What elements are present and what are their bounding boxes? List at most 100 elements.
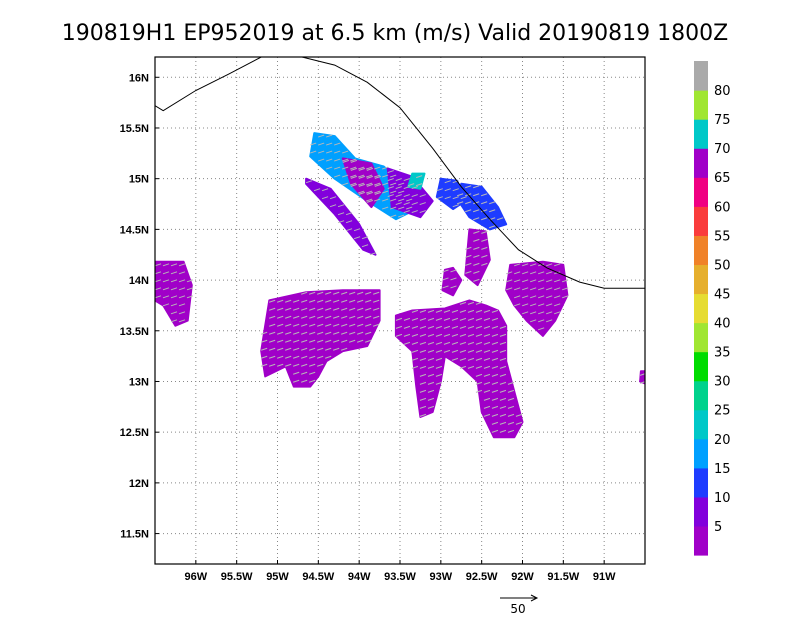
wind-vector-mark	[538, 319, 545, 323]
wind-vector-mark	[321, 188, 329, 192]
wind-vector-mark	[374, 166, 381, 170]
wind-vector-mark	[507, 389, 515, 393]
colorbar-label: 55	[714, 229, 731, 244]
wind-vector-mark	[170, 263, 178, 267]
wind-vector-mark	[483, 317, 491, 321]
wind-vector-mark	[285, 347, 292, 351]
wind-vector-mark	[361, 236, 369, 240]
wind-vector-mark	[269, 347, 276, 351]
wind-vector-mark	[491, 389, 499, 393]
wind-vector-mark	[499, 381, 507, 385]
wind-vector-mark	[436, 188, 443, 192]
lat-tick-label: 16N	[129, 72, 149, 84]
wind-vector-mark	[178, 295, 186, 299]
colorbar-label: 75	[714, 113, 731, 128]
wind-vector-mark	[419, 405, 427, 409]
wind-vector-mark	[358, 166, 365, 170]
wind-vector-mark	[155, 287, 162, 291]
wind-vector-mark	[507, 405, 515, 409]
wind-vector-mark	[507, 421, 515, 425]
wind-vector-mark	[341, 307, 348, 311]
wind-vector-mark	[491, 373, 499, 377]
wind-vector-mark	[178, 271, 186, 275]
wind-vector-mark	[293, 339, 300, 343]
wind-vector-mark	[293, 355, 300, 359]
wind-vector-mark	[506, 279, 513, 283]
wind-vector-mark	[514, 279, 521, 283]
wind-vector-mark	[499, 389, 507, 393]
wind-vector-mark	[325, 339, 332, 343]
wind-vector-mark	[639, 373, 645, 376]
wind-vector-mark	[483, 349, 491, 353]
wind-vector-mark	[337, 204, 345, 208]
wind-vector-mark	[483, 389, 491, 393]
wind-vector-mark	[334, 150, 341, 154]
wind-vector-mark	[491, 429, 499, 433]
wind-vector-mark	[427, 373, 435, 377]
wind-vector-mark	[403, 178, 410, 182]
wind-vector-mark	[337, 212, 345, 216]
wind-vector-mark	[483, 325, 491, 329]
lon-tick-label: 93W	[430, 571, 453, 583]
wind-vector-mark	[416, 175, 423, 179]
wind-vector-mark	[155, 263, 162, 267]
wind-vector-mark	[522, 303, 529, 307]
wind-vector-mark	[491, 317, 499, 321]
wind-vector-mark	[459, 325, 467, 329]
wind-vector-mark	[170, 319, 178, 323]
wind-vector-mark	[416, 183, 423, 187]
wind-vector-mark	[562, 287, 569, 291]
wind-vector-mark	[411, 341, 419, 345]
wind-vector-mark	[170, 279, 178, 283]
wind-vector-mark	[481, 193, 488, 197]
wind-vector-mark	[374, 182, 381, 186]
wind-vector-mark	[554, 295, 561, 299]
wind-vector-mark	[349, 291, 356, 295]
wind-vector-mark	[489, 209, 496, 213]
colorbar-swatch	[694, 148, 708, 178]
map-gridlines	[155, 57, 645, 564]
wind-vector-mark	[639, 381, 645, 384]
wind-vector-mark	[373, 315, 380, 319]
wind-vector-mark	[427, 405, 435, 409]
lon-tick-label: 91W	[593, 571, 616, 583]
wind-vector-mark	[277, 355, 284, 359]
wind-vector-mark	[403, 194, 410, 198]
wind-vector-mark	[499, 365, 507, 369]
wind-vector-mark	[514, 295, 521, 299]
wind-vector-mark	[515, 413, 523, 417]
wind-vector-mark	[398, 182, 405, 186]
wind-vector-mark	[499, 373, 507, 377]
wind-vector-mark	[366, 182, 373, 186]
wind-vector-mark	[162, 271, 170, 275]
wind-vector-mark	[329, 196, 337, 200]
wind-vector-mark	[530, 263, 537, 267]
wind-vector-mark	[435, 325, 443, 329]
wind-vector-mark	[334, 142, 341, 146]
wind-vector-mark	[411, 202, 418, 206]
wind-vector-mark	[301, 299, 308, 303]
wind-vector-mark	[309, 299, 316, 303]
wind-vector-mark	[435, 317, 443, 321]
wind-vector-mark	[444, 196, 451, 200]
wind-vector-mark	[427, 365, 435, 369]
wind-vector-mark	[398, 190, 405, 194]
wind-vector-mark	[269, 331, 276, 335]
wind-vector-mark	[382, 182, 389, 186]
wind-vector-mark	[301, 307, 308, 311]
wind-vector-mark	[442, 285, 449, 289]
wind-vectors	[155, 134, 645, 433]
wind-vector-mark	[403, 333, 411, 337]
wind-vector-mark	[326, 134, 333, 138]
wind-vector-mark	[309, 315, 316, 319]
colorbar-label: 80	[714, 84, 731, 99]
wind-vector-mark	[403, 186, 410, 190]
wind-vector-mark	[374, 198, 381, 202]
wind-vector-mark	[374, 190, 381, 194]
wind-vector-mark	[382, 190, 389, 194]
wind-vector-mark	[326, 150, 333, 154]
wind-vector-mark	[514, 303, 521, 307]
wind-vector-mark	[442, 277, 449, 281]
coastline	[155, 57, 645, 289]
wind-vector-mark	[491, 421, 499, 425]
